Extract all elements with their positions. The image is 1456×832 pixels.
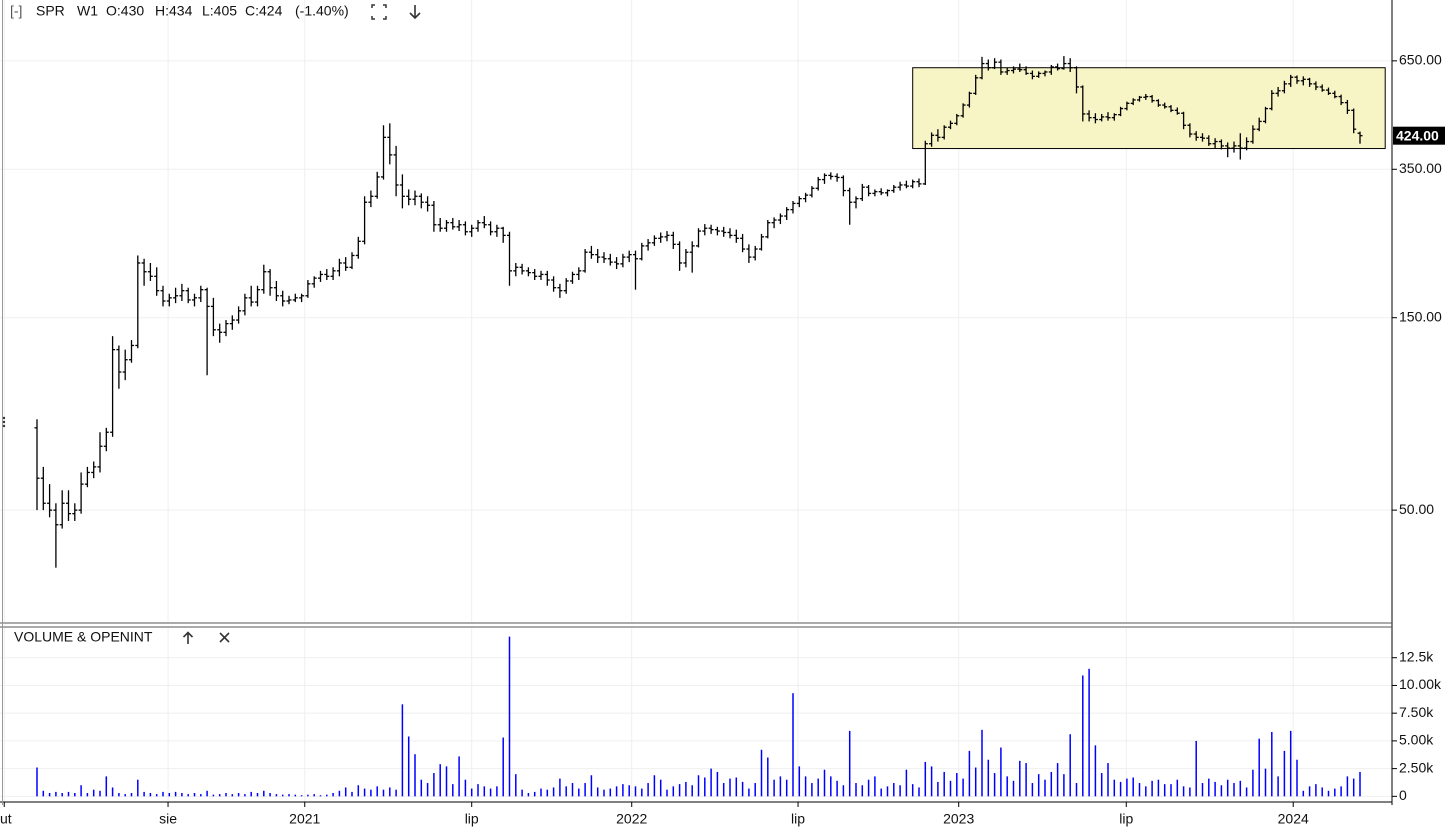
symbol: SPR — [36, 3, 65, 19]
interval: W1 — [77, 3, 98, 19]
range-box — [912, 67, 1386, 150]
panel-title: VOLUME & OPENINT — [14, 629, 153, 645]
x-tick-label: lip — [791, 811, 805, 827]
x-tick-label: 2021 — [289, 811, 320, 827]
x-tick-label: 2023 — [943, 811, 974, 827]
y-tick-label: 0 — [1399, 787, 1407, 803]
y-tick-label: 650.00 — [1399, 52, 1442, 68]
drag-handle[interactable] — [2, 416, 6, 428]
open-value: O:430 — [106, 3, 144, 19]
x-tick-label: 2024 — [1278, 811, 1309, 827]
change-value: (-1.40%) — [295, 3, 349, 19]
x-tick-label: lut — [0, 811, 12, 827]
y-tick-label: 50.00 — [1399, 501, 1434, 517]
close-icon[interactable] — [219, 632, 230, 643]
last-price-label: 424.00 — [1396, 127, 1439, 143]
x-tick-label: sie — [159, 811, 177, 827]
y-tick-label: 2.50k — [1399, 759, 1434, 775]
collapse-button[interactable]: [-] — [10, 3, 22, 19]
x-tick-label: lip — [1119, 811, 1133, 827]
close-value: C:424 — [245, 3, 283, 19]
fullscreen-icon[interactable] — [371, 4, 387, 20]
y-tick-label: 5.00k — [1399, 732, 1434, 748]
move-up-icon[interactable] — [182, 631, 194, 645]
x-tick-label: 2022 — [616, 811, 647, 827]
y-tick-label: 150.00 — [1399, 308, 1442, 324]
y-tick-label: 7.50k — [1399, 704, 1434, 720]
y-tick-label: 12.5k — [1399, 648, 1434, 664]
marks — [34, 56, 1386, 797]
volume-header: VOLUME & OPENINT — [14, 629, 230, 645]
high-value: H:434 — [155, 3, 193, 19]
header: [-] SPR W1 O:430 H:434 L:405 C:424 (-1.4… — [10, 3, 421, 20]
download-icon[interactable] — [409, 5, 421, 20]
last-price-box — [1393, 126, 1445, 145]
x-tick-label: lip — [465, 811, 479, 827]
y-tick-label: 350.00 — [1399, 160, 1442, 176]
y-tick-label: 10.00k — [1399, 676, 1442, 692]
grid — [0, 0, 1397, 807]
low-value: L:405 — [202, 3, 237, 19]
